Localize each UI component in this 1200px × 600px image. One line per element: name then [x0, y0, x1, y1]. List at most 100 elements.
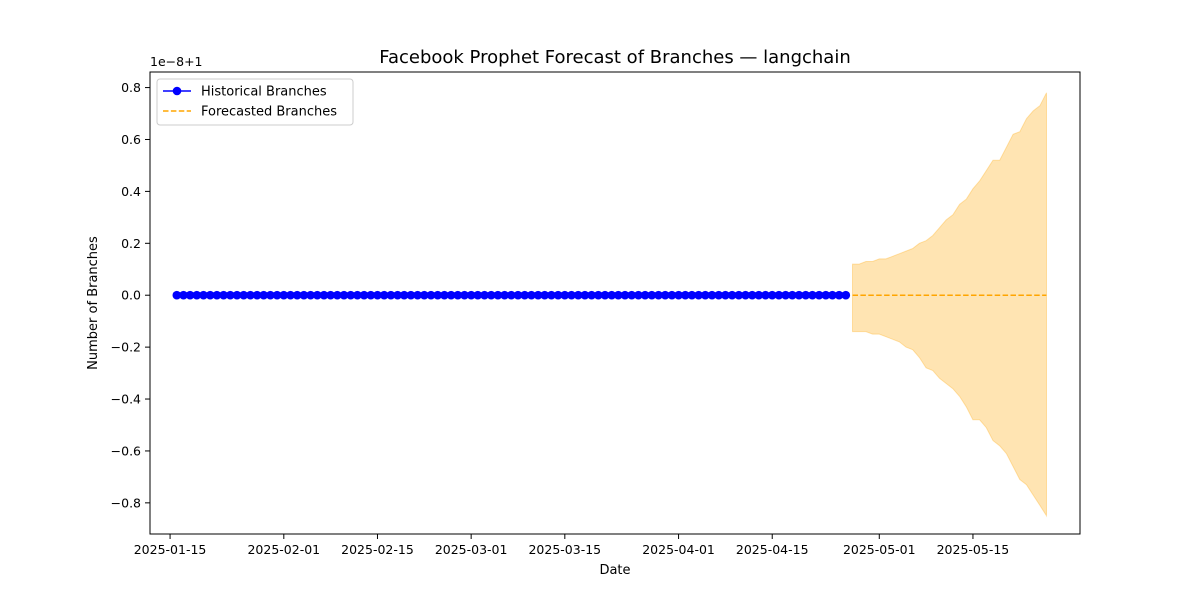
data-point: [520, 290, 529, 300]
data-point: [486, 290, 496, 300]
data-point: [366, 290, 376, 300]
data-point: [741, 290, 750, 300]
data-point: [179, 290, 188, 300]
data-point: [212, 290, 222, 300]
data-point: [627, 290, 636, 300]
data-point: [580, 290, 590, 300]
data-point: [399, 290, 409, 300]
data-point: [660, 290, 670, 300]
data-point: [313, 290, 322, 300]
data-point: [379, 290, 389, 300]
x-tick-label: 2025-04-01: [642, 542, 715, 557]
data-point: [734, 290, 744, 300]
y-offset-label: 1e−8+1: [150, 54, 203, 69]
legend-marker: [172, 86, 182, 96]
x-tick-label: 2025-02-01: [247, 542, 320, 557]
x-axis: 2025-01-15 2025-02-01 2025-02-15 2025-03-01…: [134, 534, 1009, 557]
data-point: [721, 290, 730, 300]
data-point: [814, 290, 824, 300]
data-point: [420, 290, 429, 300]
series-layer: [172, 290, 1047, 300]
data-point: [473, 290, 483, 300]
data-point: [453, 290, 463, 300]
legend-label: Forecasted Branches: [201, 105, 337, 120]
data-point: [560, 290, 570, 300]
data-point: [259, 290, 269, 300]
data-point: [507, 290, 516, 300]
y-tick-label: 0.0: [121, 288, 141, 303]
data-point: [446, 290, 456, 300]
chart-title: Facebook Prophet Forecast of Branches — …: [379, 47, 851, 68]
data-point: [687, 290, 697, 300]
data-point: [727, 290, 737, 300]
data-point: [553, 290, 563, 300]
x-tick-label: 2025-03-15: [528, 542, 601, 557]
data-point: [821, 290, 831, 300]
data-point: [333, 290, 342, 300]
data-point: [567, 290, 576, 300]
data-point: [640, 290, 650, 300]
y-axis: 0.8 0.6 0.4 0.2 0.0 −0.2 −0.4 −0.6 −0.8: [111, 80, 150, 510]
data-point: [413, 290, 422, 300]
data-point: [594, 290, 603, 300]
x-tick-label: 2025-04-15: [736, 542, 809, 557]
data-point: [614, 290, 623, 300]
data-point: [252, 290, 262, 300]
confidence-band-area: [852, 92, 1047, 518]
y-axis-label: Number of Branches: [86, 236, 101, 370]
data-point: [573, 290, 583, 300]
data-point: [480, 290, 489, 300]
data-point: [754, 290, 764, 300]
data-point: [634, 290, 643, 300]
data-point: [339, 290, 349, 300]
data-point: [440, 290, 449, 300]
y-tick-label: 0.8: [121, 80, 141, 95]
data-point: [326, 290, 335, 300]
legend: Historical Branches Forecasted Branches: [156, 78, 354, 126]
data-point: [205, 290, 215, 300]
data-point: [433, 290, 443, 300]
data-point: [694, 290, 703, 300]
y-tick-label: −0.6: [111, 443, 141, 458]
data-point: [359, 290, 369, 300]
x-tick-label: 2025-03-01: [435, 542, 508, 557]
y-tick-label: 0.6: [121, 132, 141, 147]
data-point: [828, 290, 837, 300]
data-point: [788, 290, 797, 300]
data-point: [426, 290, 436, 300]
data-point: [767, 290, 777, 300]
data-point: [714, 290, 723, 300]
data-point: [600, 290, 610, 300]
data-point: [232, 290, 242, 300]
confidence-band: [852, 92, 1047, 518]
legend-box: [156, 78, 354, 126]
data-point: [587, 290, 596, 300]
data-point: [393, 290, 402, 300]
data-point: [527, 290, 536, 300]
data-point: [292, 290, 302, 300]
data-point: [373, 290, 382, 300]
y-tick-label: −0.8: [111, 495, 141, 510]
data-point: [834, 290, 844, 300]
data-point: [353, 290, 362, 300]
data-point: [319, 290, 329, 300]
data-point: [346, 290, 356, 300]
data-point: [286, 290, 295, 300]
data-point: [386, 290, 396, 300]
y-tick-label: 0.4: [121, 184, 141, 199]
data-point: [493, 290, 503, 300]
data-point: [674, 290, 683, 300]
data-point: [239, 290, 248, 300]
data-point: [279, 290, 289, 300]
data-point: [801, 290, 810, 300]
data-point: [654, 290, 663, 300]
data-point: [667, 290, 677, 300]
data-point: [266, 290, 275, 300]
data-point: [747, 290, 757, 300]
data-point: [172, 290, 182, 300]
data-point: [192, 290, 202, 300]
plot-frame: [149, 71, 1081, 535]
data-point: [620, 290, 630, 300]
x-axis-label: Date: [599, 563, 630, 578]
